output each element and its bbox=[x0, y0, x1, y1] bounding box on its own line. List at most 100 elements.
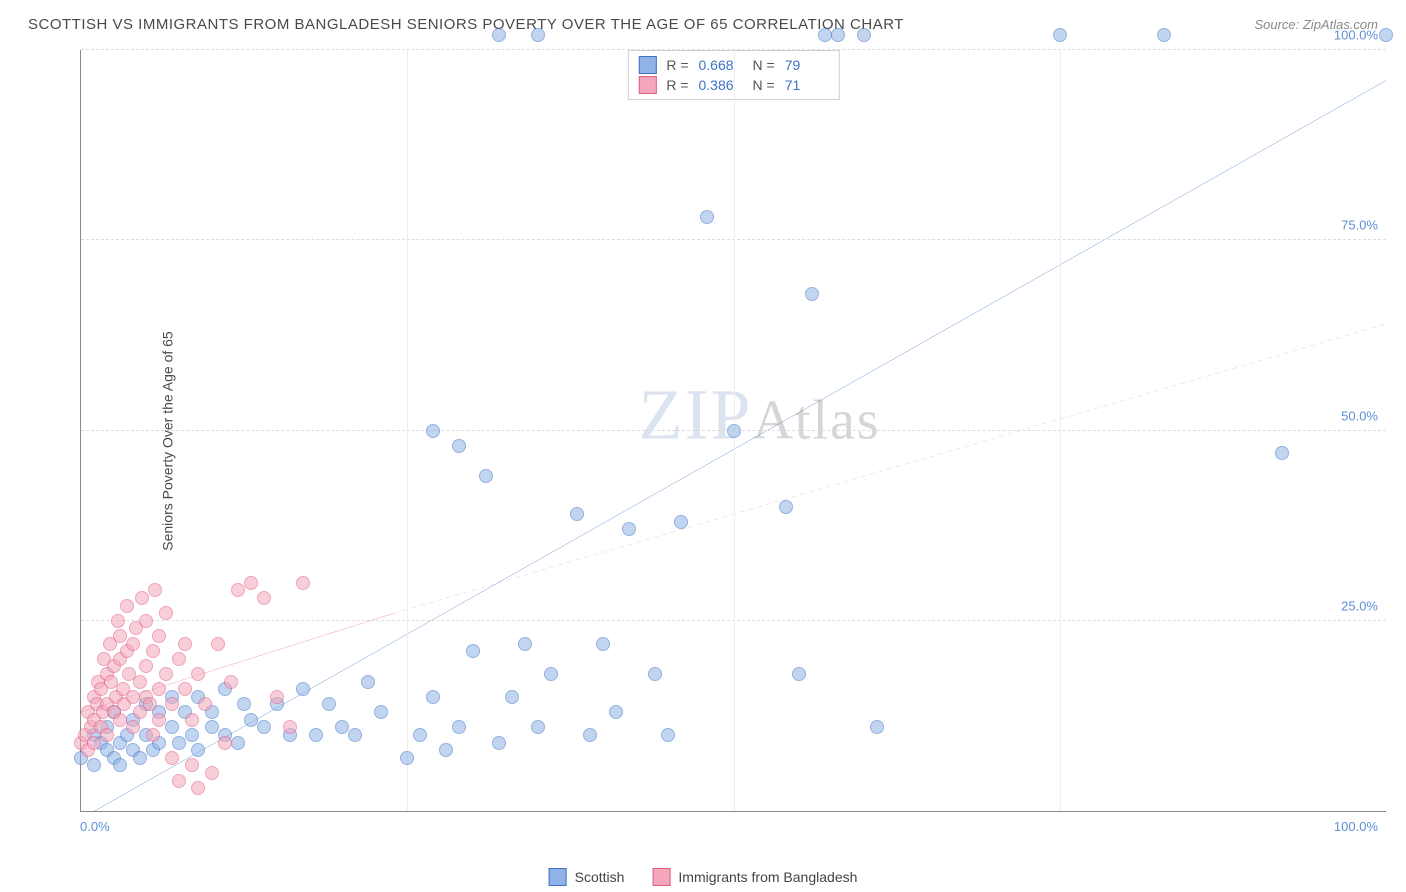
scatter-point bbox=[152, 713, 166, 727]
legend-swatch bbox=[638, 56, 656, 74]
n-label: N = bbox=[753, 57, 775, 73]
scatter-point bbox=[191, 781, 205, 795]
scatter-point bbox=[727, 424, 741, 438]
scatter-point bbox=[413, 728, 427, 742]
bottom-legend: Scottish Immigrants from Bangladesh bbox=[549, 868, 858, 886]
scatter-point bbox=[172, 652, 186, 666]
scatter-point bbox=[148, 583, 162, 597]
scatter-point bbox=[700, 210, 714, 224]
scatter-point bbox=[146, 644, 160, 658]
scatter-point bbox=[661, 728, 675, 742]
scatter-point bbox=[152, 682, 166, 696]
scatter-point bbox=[374, 705, 388, 719]
scatter-point bbox=[531, 720, 545, 734]
scatter-point bbox=[231, 583, 245, 597]
chart-header: SCOTTISH VS IMMIGRANTS FROM BANGLADESH S… bbox=[0, 0, 1406, 43]
scatter-point bbox=[818, 28, 832, 42]
scatter-point bbox=[870, 720, 884, 734]
scatter-point bbox=[1053, 28, 1067, 42]
scatter-point bbox=[296, 576, 310, 590]
scatter-point bbox=[211, 637, 225, 651]
r-label: R = bbox=[666, 77, 688, 93]
plot-region: ZIPAtlas R =0.668N =79R =0.386N =71 25.0… bbox=[80, 50, 1386, 812]
scatter-point bbox=[1157, 28, 1171, 42]
scatter-point bbox=[492, 736, 506, 750]
watermark: ZIPAtlas bbox=[638, 374, 880, 457]
grid-line-v bbox=[407, 50, 408, 811]
scatter-point bbox=[674, 515, 688, 529]
chart-title: SCOTTISH VS IMMIGRANTS FROM BANGLADESH S… bbox=[28, 16, 904, 33]
scatter-point bbox=[185, 713, 199, 727]
scatter-point bbox=[309, 728, 323, 742]
scatter-point bbox=[198, 697, 212, 711]
scatter-point bbox=[466, 644, 480, 658]
legend-swatch bbox=[549, 868, 567, 886]
scatter-point bbox=[322, 697, 336, 711]
scatter-point bbox=[143, 697, 157, 711]
scatter-point bbox=[205, 766, 219, 780]
scatter-point bbox=[779, 500, 793, 514]
scatter-point bbox=[361, 675, 375, 689]
scatter-point bbox=[531, 28, 545, 42]
scatter-point bbox=[257, 720, 271, 734]
scatter-point bbox=[400, 751, 414, 765]
scatter-point bbox=[805, 287, 819, 301]
scatter-point bbox=[126, 720, 140, 734]
y-tick-label: 75.0% bbox=[1341, 218, 1378, 233]
scatter-point bbox=[87, 758, 101, 772]
legend-swatch bbox=[638, 76, 656, 94]
scatter-point bbox=[1275, 446, 1289, 460]
scatter-point bbox=[113, 758, 127, 772]
scatter-point bbox=[583, 728, 597, 742]
y-tick-label: 50.0% bbox=[1341, 408, 1378, 423]
y-tick-label: 25.0% bbox=[1341, 598, 1378, 613]
scatter-point bbox=[165, 697, 179, 711]
n-value: 79 bbox=[785, 57, 829, 73]
scatter-point bbox=[146, 728, 160, 742]
r-label: R = bbox=[666, 57, 688, 73]
scatter-point bbox=[622, 522, 636, 536]
scatter-point bbox=[244, 576, 258, 590]
scatter-point bbox=[452, 439, 466, 453]
scatter-point bbox=[178, 637, 192, 651]
scatter-point bbox=[1379, 28, 1393, 42]
trend-line bbox=[394, 324, 1386, 613]
scatter-point bbox=[518, 637, 532, 651]
legend-item: Scottish bbox=[549, 868, 625, 886]
scatter-point bbox=[178, 682, 192, 696]
scatter-point bbox=[596, 637, 610, 651]
scatter-point bbox=[172, 774, 186, 788]
n-label: N = bbox=[753, 77, 775, 93]
scatter-point bbox=[270, 690, 284, 704]
scatter-point bbox=[426, 690, 440, 704]
scatter-point bbox=[139, 614, 153, 628]
scatter-point bbox=[231, 736, 245, 750]
scatter-point bbox=[133, 675, 147, 689]
x-tick-min: 0.0% bbox=[80, 819, 110, 834]
scatter-point bbox=[570, 507, 584, 521]
legend-label: Immigrants from Bangladesh bbox=[678, 869, 857, 885]
scatter-point bbox=[113, 713, 127, 727]
scatter-point bbox=[544, 667, 558, 681]
scatter-point bbox=[139, 659, 153, 673]
scatter-point bbox=[505, 690, 519, 704]
scatter-point bbox=[609, 705, 623, 719]
scatter-point bbox=[205, 720, 219, 734]
scatter-point bbox=[159, 606, 173, 620]
scatter-point bbox=[133, 751, 147, 765]
scatter-point bbox=[237, 697, 251, 711]
chart-area: Seniors Poverty Over the Age of 65 ZIPAt… bbox=[50, 50, 1386, 832]
scatter-point bbox=[159, 667, 173, 681]
scatter-point bbox=[87, 736, 101, 750]
scatter-point bbox=[185, 758, 199, 772]
scatter-point bbox=[296, 682, 310, 696]
scatter-point bbox=[224, 675, 238, 689]
scatter-point bbox=[165, 751, 179, 765]
legend-label: Scottish bbox=[575, 869, 625, 885]
r-value: 0.668 bbox=[699, 57, 743, 73]
scatter-point bbox=[126, 637, 140, 651]
scatter-point bbox=[172, 736, 186, 750]
scatter-point bbox=[439, 743, 453, 757]
scatter-point bbox=[191, 667, 205, 681]
scatter-point bbox=[426, 424, 440, 438]
